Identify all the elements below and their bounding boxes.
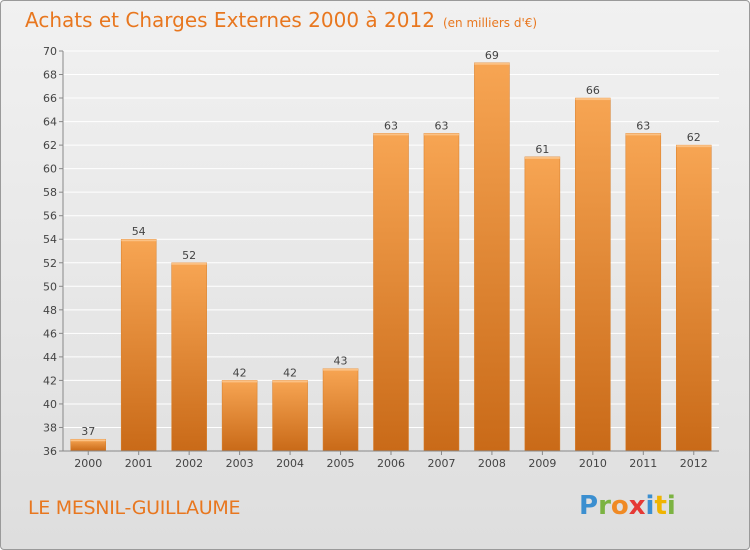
y-tick-label: 54: [43, 233, 57, 246]
bar-highlight: [272, 380, 308, 383]
x-tick-label: 2005: [327, 457, 355, 470]
y-tick-label: 46: [43, 327, 57, 340]
chart-title-main: Achats et Charges Externes 2000 à 2012: [25, 8, 435, 32]
data-label: 54: [132, 225, 146, 238]
bar-2007: [423, 133, 460, 452]
data-label: 63: [384, 119, 398, 132]
y-tick-label: 62: [43, 139, 57, 152]
logo-letter: o: [610, 491, 629, 521]
data-label: 43: [334, 355, 348, 368]
bar-2004: [272, 380, 308, 452]
data-label: 42: [283, 366, 297, 379]
logo-letter: t: [654, 491, 667, 521]
bar-2011: [625, 133, 662, 452]
y-tick-label: 56: [43, 210, 57, 223]
bar-2009: [524, 156, 561, 452]
x-tick-label: 2009: [528, 457, 556, 470]
x-tick-label: 2012: [680, 457, 708, 470]
y-axis: 36 38 40 42 44 46 48 50 52 54 56 58 60 62 64 66 68 70: [43, 45, 64, 458]
bar-2012: [676, 144, 712, 452]
bar-highlight: [121, 239, 157, 242]
y-tick-label: 36: [43, 445, 57, 458]
chart-title: Achats et Charges Externes 2000 à 2012 (e…: [25, 8, 537, 32]
x-tick-label: 2000: [74, 457, 102, 470]
data-label: 69: [485, 49, 499, 62]
logo-letter: r: [598, 491, 611, 521]
bar-highlight: [373, 133, 409, 136]
bar-2008: [474, 62, 510, 452]
bar-highlight: [423, 133, 459, 136]
x-tick-label: 2001: [125, 457, 153, 470]
commune-name: LE MESNIL-GUILLAUME: [28, 497, 241, 519]
bar-highlight: [171, 262, 207, 265]
bar-highlight: [474, 62, 510, 65]
x-tick-label: 2010: [579, 457, 607, 470]
data-label: 52: [182, 249, 196, 262]
bar-2002: [171, 262, 207, 452]
y-tick-label: 66: [43, 92, 57, 105]
data-label: 62: [687, 131, 701, 144]
bar-2010: [575, 97, 611, 452]
bar-2003: [221, 380, 258, 452]
data-label: 37: [81, 425, 95, 438]
bar-highlight: [575, 98, 611, 101]
logo-letter: P: [579, 491, 599, 521]
chart-subtitle: (en milliers d'€): [442, 16, 538, 30]
y-tick-label: 48: [43, 304, 57, 317]
y-tick-label: 60: [43, 163, 57, 176]
x-tick-label: 2008: [478, 457, 506, 470]
bar-highlight: [222, 380, 258, 383]
data-label: 63: [434, 119, 448, 132]
proxiti-logo: Proxiti: [579, 491, 676, 521]
x-axis: 2000 2001 2002 2003 2004 2005 2006 2007 2008 2009…: [63, 450, 719, 470]
x-tick-label: 2004: [276, 457, 304, 470]
x-tick-label: 2003: [226, 457, 254, 470]
bar-highlight: [625, 133, 661, 136]
x-tick-label: 2002: [175, 457, 203, 470]
logo-letter: x: [628, 491, 646, 521]
bar-2006: [373, 133, 409, 452]
y-tick-label: 58: [43, 186, 57, 199]
y-tick-label: 68: [43, 69, 57, 82]
y-tick-label: 38: [43, 421, 57, 434]
bar-highlight: [323, 368, 359, 371]
y-tick-label: 64: [43, 116, 57, 129]
y-tick-label: 70: [43, 45, 57, 58]
bar-2001: [120, 238, 157, 452]
logo-letter: i: [666, 491, 676, 521]
bars: 37 54 52 42 42 43 63 63 69 61 66 63 62: [70, 49, 712, 452]
y-tick-label: 42: [43, 374, 57, 387]
bar-highlight: [524, 156, 560, 159]
data-label: 66: [586, 84, 600, 97]
data-label: 42: [233, 366, 247, 379]
data-label: 61: [535, 143, 549, 156]
bar-highlight: [676, 145, 712, 148]
y-tick-label: 50: [43, 280, 57, 293]
bar-2005: [322, 368, 359, 452]
y-tick-label: 40: [43, 398, 57, 411]
bar-highlight: [70, 439, 106, 442]
y-tick-label: 44: [43, 351, 57, 364]
data-label: 63: [636, 119, 650, 132]
x-tick-label: 2006: [377, 457, 405, 470]
y-tick-label: 52: [43, 257, 57, 270]
logo-letter: i: [645, 491, 655, 521]
x-tick-label: 2007: [427, 457, 455, 470]
x-tick-label: 2011: [629, 457, 657, 470]
